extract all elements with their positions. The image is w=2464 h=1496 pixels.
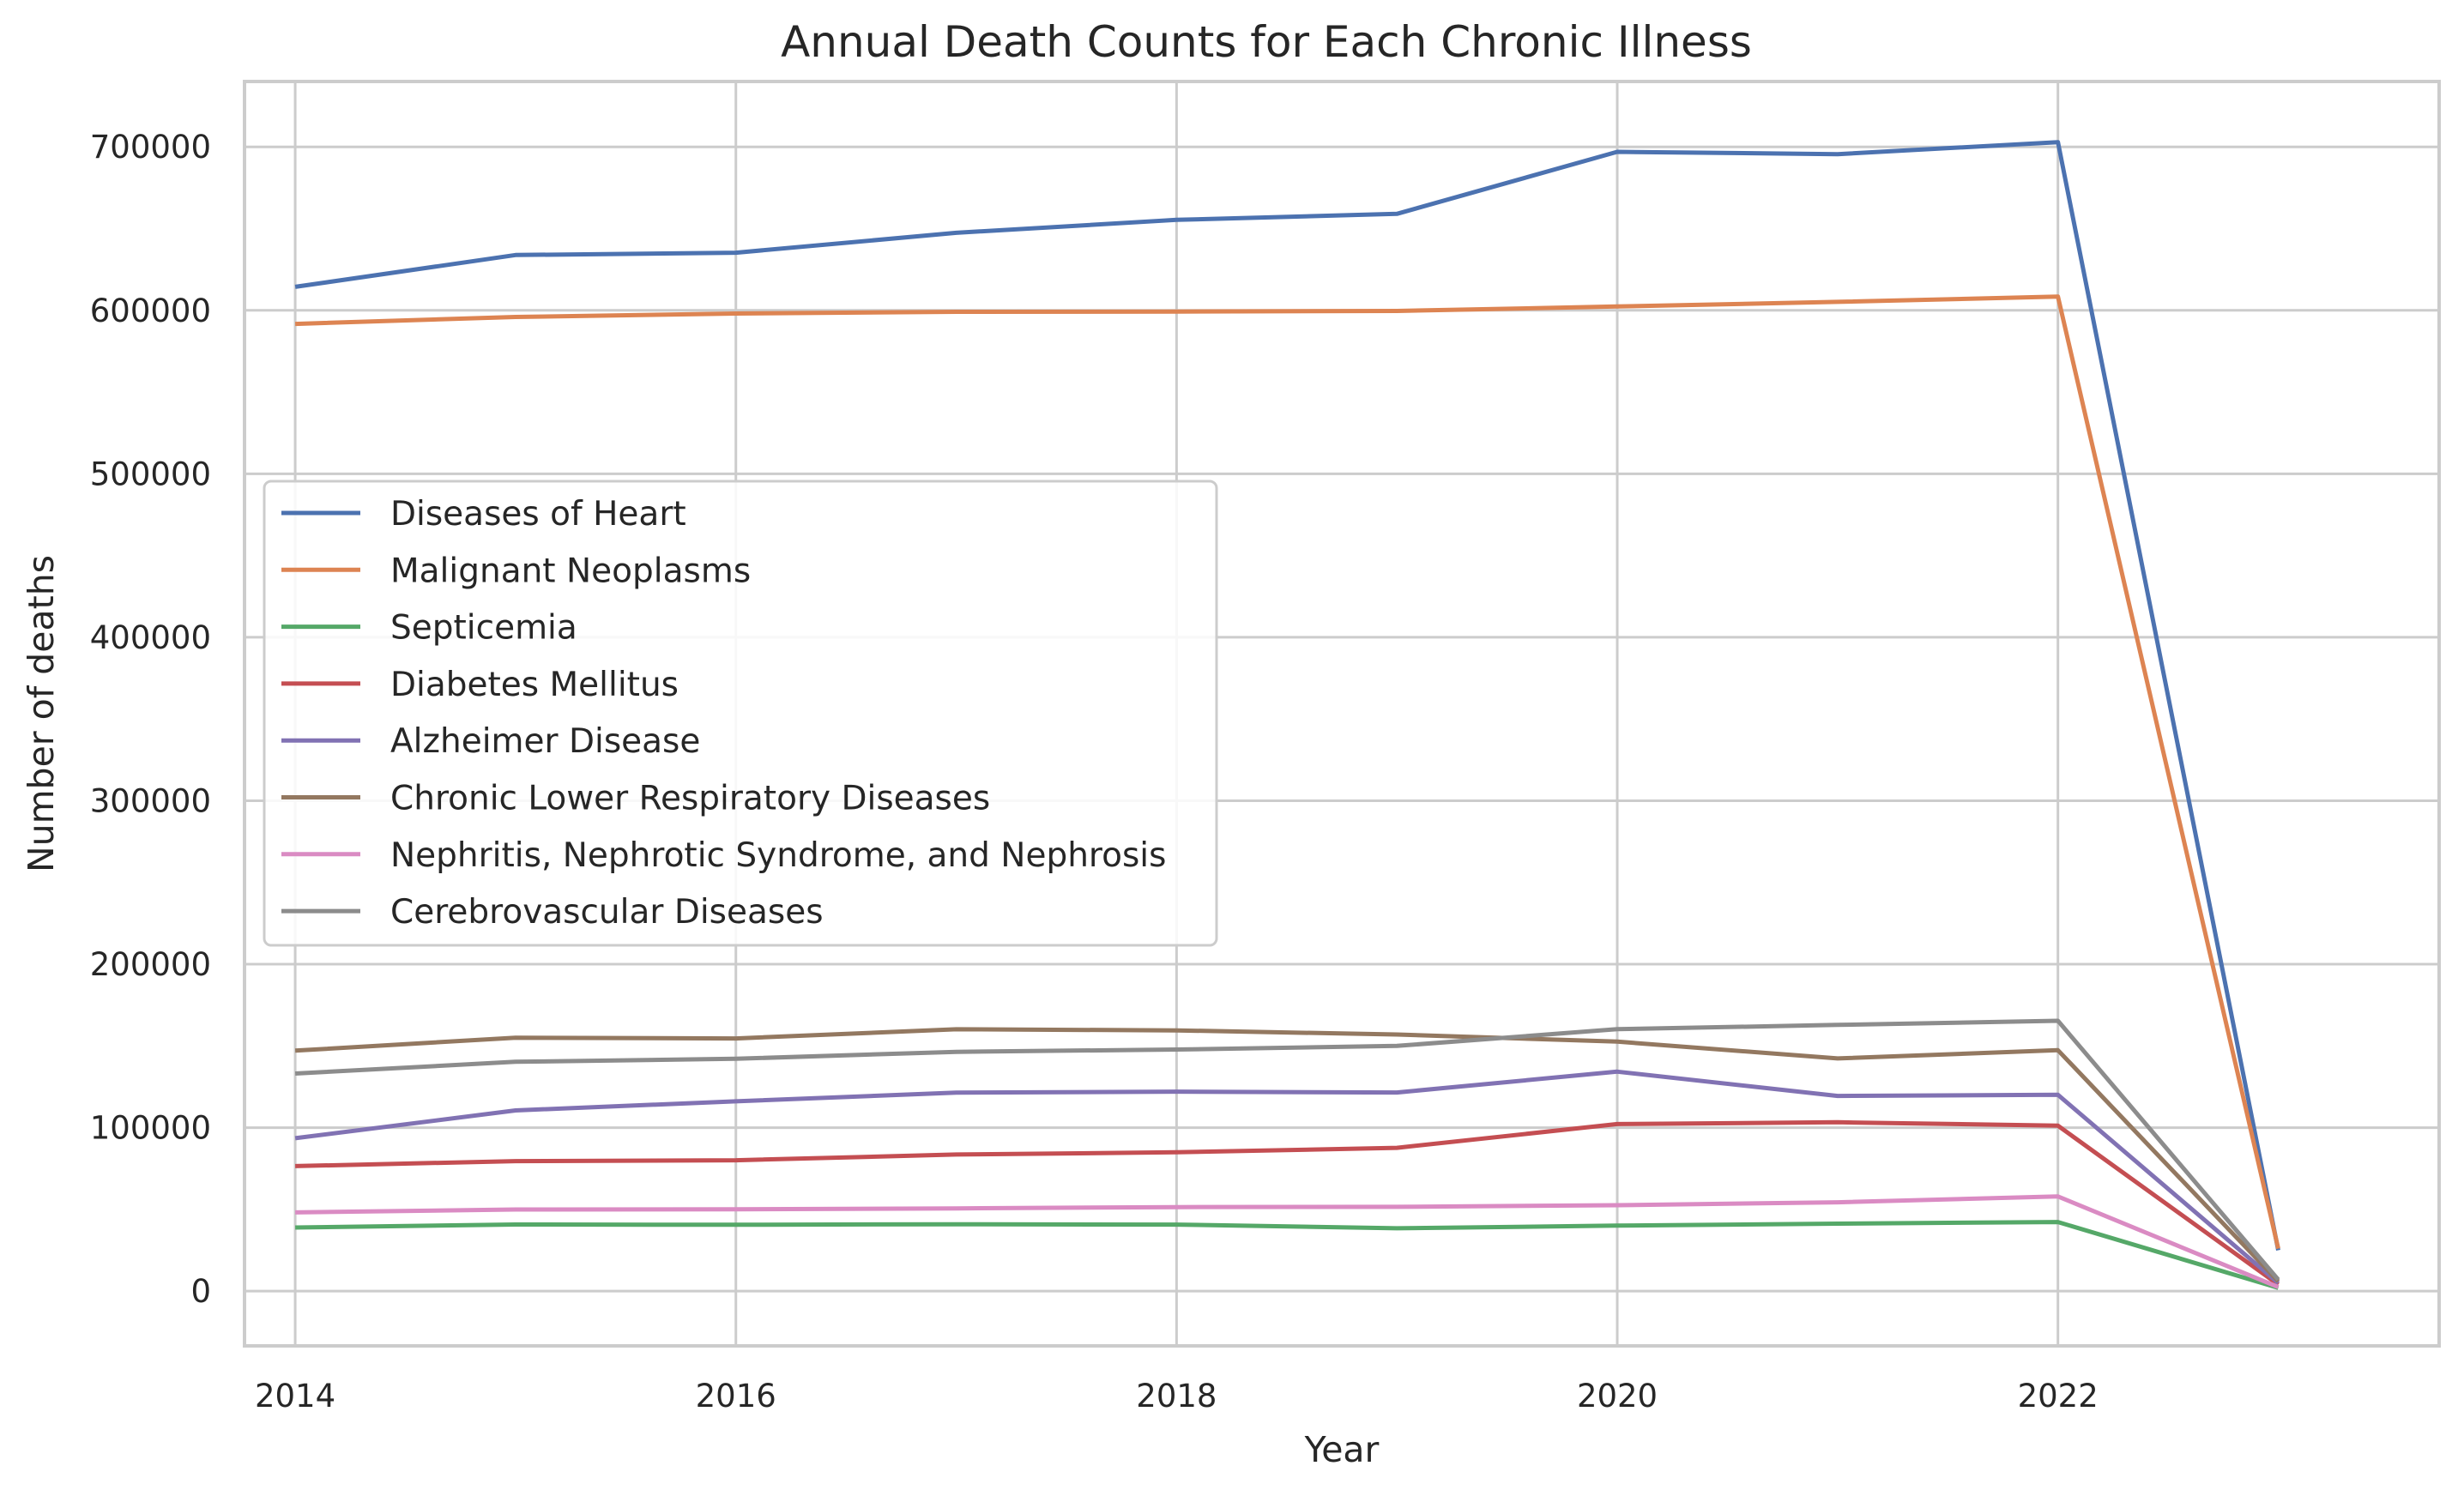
- y-tick-label: 100000: [90, 1110, 211, 1147]
- series-line: [295, 1119, 2280, 1287]
- grid-lines: [245, 81, 2439, 1346]
- series-line: [295, 294, 2280, 1250]
- series-line: [294, 1069, 2280, 1285]
- legend-label: Diabetes Mellitus: [390, 666, 679, 704]
- x-axis-label: Year: [1304, 1429, 1380, 1470]
- y-tick-label: 400000: [90, 619, 211, 656]
- y-tick-label: 200000: [90, 946, 211, 983]
- legend-box: [263, 480, 1218, 947]
- x-tick-label: 2018: [1136, 1378, 1217, 1415]
- x-tick-label: 2016: [696, 1378, 776, 1415]
- y-tick-label: 0: [190, 1273, 211, 1310]
- y-axis-label: Number of deaths: [21, 555, 62, 872]
- legend-label: Septicemia: [390, 609, 577, 648]
- legend-label: Nephritis, Nephrotic Syndrome, and Nephr…: [390, 836, 1166, 875]
- legend: Diseases of Heart Malignant Neoplasms Sept…: [263, 480, 1218, 947]
- x-tick-label: 2014: [255, 1378, 335, 1415]
- series-line: [294, 140, 2280, 1251]
- series-line: [295, 1194, 2280, 1289]
- y-tick-label: 300000: [90, 782, 211, 819]
- y-tick-labels: 0 100000 200000 300000 400000 500000 600000 700…: [90, 129, 211, 1310]
- y-tick-label: 700000: [90, 129, 211, 166]
- legend-label: Diseases of Heart: [390, 495, 686, 534]
- y-tick-label: 500000: [90, 455, 211, 492]
- x-tick-labels: 2014 2016 2018 2020 2022: [255, 1378, 2099, 1415]
- plot-frame: [243, 80, 2441, 1348]
- chart-title: Annual Death Counts for Each Chronic Ill…: [781, 17, 1752, 67]
- legend-label: Alzheimer Disease: [390, 722, 700, 761]
- legend-label: Cerebrovascular Diseases: [390, 893, 824, 932]
- x-tick-label: 2022: [2018, 1378, 2099, 1415]
- series-lines: [294, 140, 2280, 1290]
- legend-label: Chronic Lower Respiratory Diseases: [390, 780, 990, 818]
- series-line: [294, 1027, 2280, 1283]
- x-tick-label: 2020: [1577, 1378, 1658, 1415]
- series-line: [295, 1220, 2280, 1290]
- legend-label: Malignant Neoplasms: [390, 552, 751, 590]
- series-line: [294, 1018, 2280, 1282]
- y-tick-label: 600000: [90, 293, 211, 329]
